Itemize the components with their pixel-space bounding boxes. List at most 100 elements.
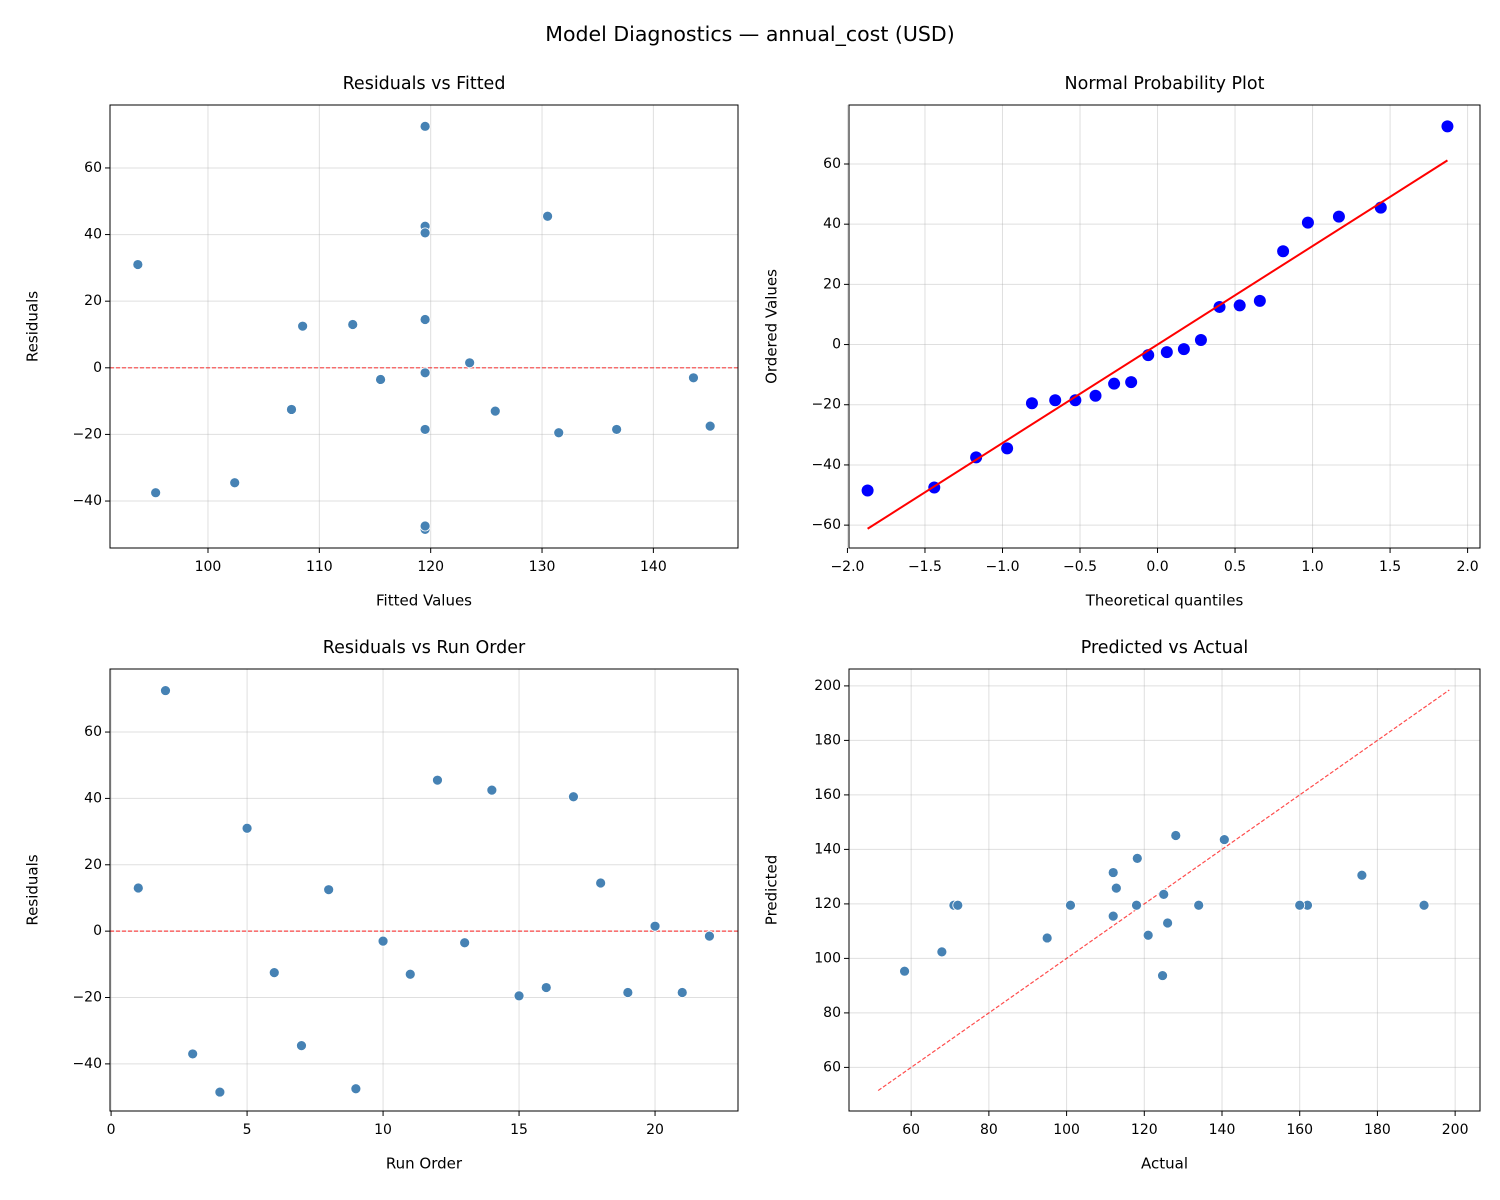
data-point	[229, 477, 241, 489]
data-point	[241, 822, 253, 834]
x-tick-label: 1.0	[1301, 559, 1323, 575]
data-point	[970, 451, 983, 464]
x-tick-label: 140	[640, 559, 667, 575]
y-tick-label: −20	[811, 397, 841, 413]
y-tick-label: 60	[84, 724, 102, 740]
data-point	[1107, 867, 1119, 878]
data-point	[1218, 834, 1230, 845]
subplot-title: Residuals vs Fitted	[343, 74, 506, 94]
data-point	[1253, 294, 1266, 307]
y-tick-label: 20	[84, 857, 102, 873]
data-point	[542, 210, 553, 222]
data-point	[432, 774, 443, 786]
x-tick-label: 20	[646, 1122, 664, 1138]
data-point	[540, 982, 552, 993]
y-tick-label: −60	[811, 517, 841, 533]
axes-frame	[848, 668, 1481, 1112]
data-point	[1131, 899, 1142, 911]
x-tick-label: 0	[107, 1122, 116, 1138]
data-point	[1418, 899, 1430, 911]
data-point	[1194, 334, 1207, 347]
subplot-title: Predicted vs Actual	[1081, 638, 1249, 658]
x-tick-label: −2.0	[830, 559, 864, 575]
axes-frame	[848, 104, 1481, 549]
data-point	[861, 484, 874, 497]
x-tick-label: −1.0	[985, 559, 1019, 575]
data-point	[1041, 932, 1053, 944]
data-point	[595, 877, 607, 889]
subplot: Residuals vs Run Order Run Order Residuals…	[24, 638, 739, 1173]
y-tick-label: 200	[814, 678, 841, 694]
data-point	[286, 404, 297, 415]
data-point	[704, 420, 716, 432]
fit-line	[867, 159, 1448, 530]
subplot-title: Residuals vs Run Order	[323, 638, 526, 658]
x-tick-label: 160	[1286, 1122, 1313, 1138]
data-point	[1142, 929, 1154, 941]
data-point	[553, 427, 565, 439]
data-point	[1110, 882, 1122, 894]
x-tick-label: 110	[306, 559, 333, 575]
data-point	[1089, 389, 1102, 402]
data-point	[622, 987, 634, 998]
y-axis-label: Residuals	[24, 854, 42, 925]
data-point	[419, 367, 431, 379]
data-point	[1441, 120, 1454, 133]
x-tick-label: 100	[1053, 1122, 1080, 1138]
y-tick-label: −40	[811, 457, 841, 473]
data-point	[489, 405, 501, 417]
data-point	[486, 784, 498, 796]
x-tick-label: 10	[374, 1122, 392, 1138]
data-point	[676, 987, 688, 998]
data-point	[1233, 299, 1246, 312]
data-point	[1158, 888, 1170, 900]
data-point	[1001, 442, 1014, 455]
x-axis-label: Fitted Values	[376, 592, 472, 610]
data-point	[1107, 910, 1119, 922]
y-tick-label: 160	[814, 787, 841, 803]
data-point	[1025, 397, 1038, 410]
data-point	[1049, 394, 1062, 407]
data-point	[419, 520, 431, 532]
data-point	[419, 314, 431, 325]
x-tick-label: 15	[510, 1122, 528, 1138]
y-tick-label: −20	[72, 426, 102, 442]
y-axis-label: Residuals	[24, 291, 42, 362]
y-axis-label: Predicted	[763, 855, 781, 925]
data-point	[1157, 970, 1168, 981]
data-point	[936, 946, 948, 958]
y-tick-label: 120	[814, 896, 841, 912]
data-point	[1160, 346, 1173, 359]
x-tick-label: 200	[1442, 1122, 1469, 1138]
x-tick-label: 1.5	[1379, 559, 1401, 575]
y-axis-label: Ordered Values	[763, 269, 781, 384]
data-point	[1277, 245, 1290, 258]
data-point	[1125, 376, 1138, 389]
x-tick-label: 180	[1364, 1122, 1391, 1138]
x-tick-label: −1.5	[908, 559, 942, 575]
x-tick-label: 0.0	[1146, 559, 1168, 575]
y-tick-label: 180	[814, 732, 841, 748]
data-point	[464, 357, 476, 369]
data-point	[1294, 899, 1306, 911]
y-tick-label: −20	[72, 990, 102, 1006]
x-tick-label: 120	[417, 559, 444, 575]
data-point	[323, 884, 335, 896]
x-axis-label: Theoretical quantiles	[1085, 592, 1244, 610]
x-tick-label: −0.5	[1063, 559, 1097, 575]
data-point	[1131, 852, 1143, 864]
data-point	[513, 990, 525, 1002]
data-point	[1356, 869, 1368, 881]
data-point	[1170, 830, 1182, 841]
y-tick-label: 20	[84, 293, 102, 309]
x-tick-label: 140	[1209, 1122, 1236, 1138]
subplot: Predicted vs Actual Actual Predicted 60 80 10…	[763, 638, 1481, 1173]
data-point	[704, 930, 715, 942]
data-point	[419, 227, 431, 239]
data-point	[611, 424, 623, 435]
data-point	[952, 899, 964, 911]
data-point	[150, 487, 162, 499]
y-tick-label: 0	[832, 337, 841, 353]
y-tick-label: 20	[823, 276, 841, 292]
